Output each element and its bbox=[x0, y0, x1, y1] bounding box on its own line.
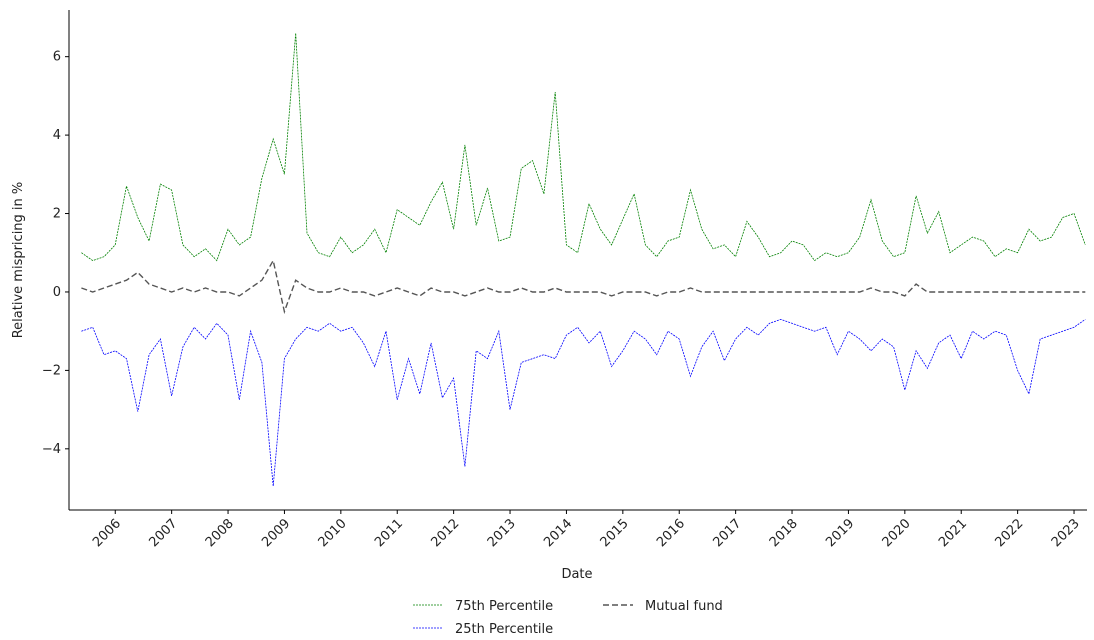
y-tick-label: 0 bbox=[53, 285, 61, 300]
x-tick-label: 2021 bbox=[936, 516, 970, 550]
x-tick-label: 2008 bbox=[203, 516, 237, 550]
x-tick-label: 2015 bbox=[598, 516, 632, 550]
x-tick-label: 2009 bbox=[259, 516, 293, 550]
legend-label: 75th Percentile bbox=[455, 599, 553, 614]
y-tick-label: 2 bbox=[53, 207, 61, 222]
legend-label: 25th Percentile bbox=[455, 622, 553, 636]
x-tick-label: 2014 bbox=[541, 516, 575, 550]
x-tick-label: 2020 bbox=[880, 516, 914, 550]
x-tick-label: 2019 bbox=[823, 516, 857, 550]
x-tick-label: 2011 bbox=[372, 516, 406, 550]
x-tick-label: 2006 bbox=[90, 516, 124, 550]
x-tick-label: 2012 bbox=[428, 516, 462, 550]
series-line bbox=[81, 318, 1086, 487]
x-tick-label: 2013 bbox=[485, 516, 519, 550]
y-tick-label: −4 bbox=[42, 442, 61, 457]
x-axis-label: Date bbox=[561, 567, 592, 582]
series-line bbox=[81, 258, 1086, 315]
y-tick-label: 4 bbox=[53, 128, 61, 143]
x-tick-label: 2018 bbox=[767, 516, 801, 550]
y-tick-label: 6 bbox=[53, 50, 61, 65]
y-tick-label: −2 bbox=[42, 363, 61, 378]
x-tick-label: 2022 bbox=[992, 516, 1026, 550]
x-tick-label: 2016 bbox=[654, 516, 688, 550]
y-axis-label: Relative mispricing in % bbox=[11, 182, 26, 339]
x-tick-label: 2007 bbox=[146, 516, 180, 550]
legend-label: Mutual fund bbox=[645, 599, 723, 614]
x-tick-label: 2017 bbox=[710, 516, 744, 550]
x-tick-label: 2023 bbox=[1049, 516, 1083, 550]
x-tick-label: 2010 bbox=[316, 516, 350, 550]
series-line bbox=[81, 33, 1086, 262]
